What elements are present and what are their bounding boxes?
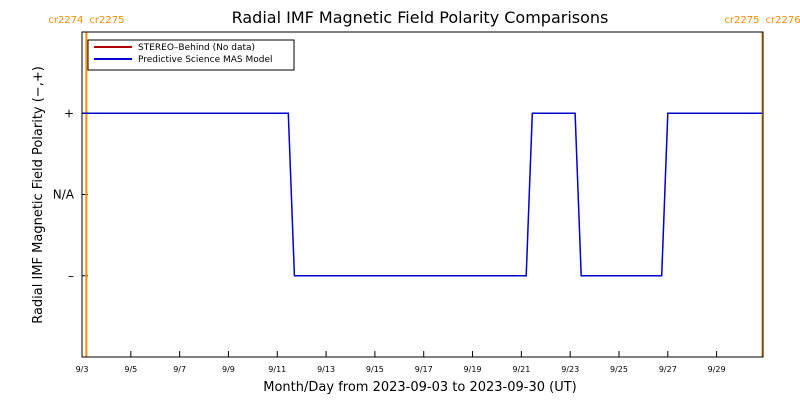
x-tick-label: 9/19 <box>464 365 482 374</box>
carrington-label-left: cr2275 <box>724 15 759 26</box>
carrington-label-right: cr2275 <box>89 15 124 26</box>
x-tick-label: 9/13 <box>317 365 335 374</box>
chart-title: Radial IMF Magnetic Field Polarity Compa… <box>232 8 609 27</box>
x-tick-label: 9/25 <box>610 365 628 374</box>
y-axis-title: Radial IMF Magnetic Field Polarity (−,+) <box>31 66 46 324</box>
x-tick-label: 9/7 <box>173 365 186 374</box>
y-tick-label: – <box>68 269 74 283</box>
plot-frame <box>81 31 764 358</box>
x-tick-label: 9/29 <box>708 365 726 374</box>
x-tick-label: 9/15 <box>366 365 384 374</box>
legend-entry-label: STEREO–Behind (No data) <box>138 43 255 53</box>
legend-box <box>87 39 295 71</box>
y-tick-label: + <box>64 106 74 120</box>
x-tick-label: 9/23 <box>561 365 579 374</box>
carrington-label-right: cr2276 <box>766 15 800 26</box>
x-tick-label: 9/17 <box>415 365 433 374</box>
legend-entry-label: Predictive Science MAS Model <box>138 55 273 65</box>
x-tick-label: 9/3 <box>76 365 89 374</box>
carrington-label-left: cr2274 <box>48 15 83 26</box>
series-line-mas-model <box>82 112 762 277</box>
x-tick-label: 9/9 <box>222 365 235 374</box>
x-tick-label: 9/21 <box>512 365 530 374</box>
x-axis-title: Month/Day from 2023-09-03 to 2023-09-30 … <box>263 380 576 395</box>
x-tick-label: 9/5 <box>124 365 137 374</box>
x-tick-label: 9/27 <box>659 365 677 374</box>
x-tick-label: 9/11 <box>268 365 286 374</box>
y-tick-label: N/A <box>53 188 75 202</box>
legend: STEREO–Behind (No data) Predictive Scienc… <box>87 39 295 71</box>
